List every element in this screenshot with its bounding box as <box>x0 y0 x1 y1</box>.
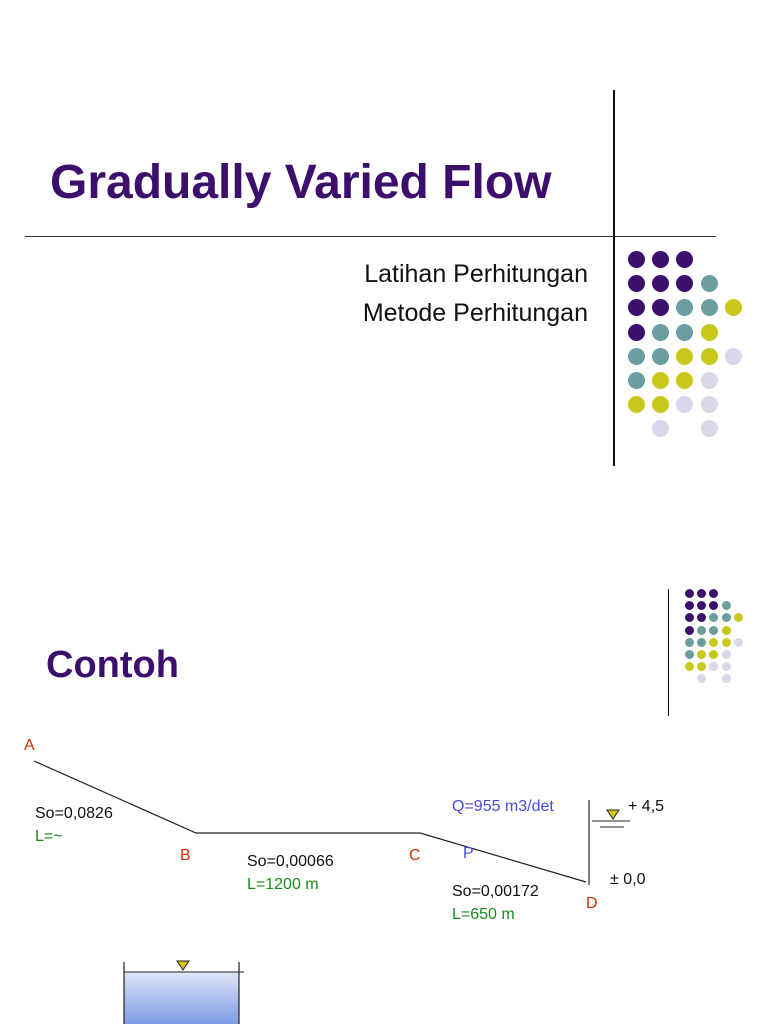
segment-ab-slope: So=0,0826 <box>35 805 113 822</box>
decorative-dot <box>697 625 707 635</box>
vertical-divider <box>613 90 615 466</box>
title-divider <box>25 236 716 237</box>
water-level-top-label: + 4,5 <box>628 798 665 815</box>
channel-bed-line <box>33 760 587 883</box>
decorative-dot <box>697 650 707 659</box>
decorative-dot <box>652 299 670 317</box>
decorative-dot <box>685 637 694 647</box>
water-level-marker-top <box>606 809 620 820</box>
decorative-dot <box>709 662 719 672</box>
decorative-dot <box>697 674 707 684</box>
point-p-label: P <box>463 845 474 862</box>
decorative-dot <box>697 601 707 611</box>
decorative-dot <box>628 372 645 389</box>
slide-title: Gradually Varied Flow <box>50 156 552 209</box>
decorative-dot <box>676 299 694 317</box>
decorative-dot <box>700 299 718 317</box>
decorative-dot <box>652 396 670 414</box>
decorative-dot <box>700 347 718 365</box>
segment-cd-slope: So=0,00172 <box>452 883 539 900</box>
segment-cd-length: L=650 m <box>452 906 515 923</box>
decorative-dot <box>721 662 731 672</box>
decorative-dot <box>676 323 694 341</box>
decorative-dot <box>628 323 645 341</box>
decorative-dot <box>652 275 670 293</box>
point-a-label: A <box>24 737 35 754</box>
decorative-dot <box>721 601 731 611</box>
decorative-dot <box>721 674 731 684</box>
decorative-dot <box>709 637 719 647</box>
discharge-label: Q=955 m3/det <box>452 798 554 815</box>
decorative-dot <box>652 420 670 438</box>
decorative-dot <box>676 275 694 293</box>
decorative-dot <box>676 396 694 414</box>
decorative-dot <box>709 625 719 635</box>
decorative-dot <box>685 625 694 635</box>
water-level-marker-section <box>176 960 190 971</box>
water-level-bottom-label: ± 0,0 <box>610 871 646 888</box>
decorative-dot <box>652 372 670 389</box>
subtitle-line-1: Latihan Perhitungan <box>364 260 588 288</box>
decorative-dot <box>628 275 645 293</box>
decorative-dot <box>709 589 719 598</box>
decorative-dot <box>721 625 731 635</box>
slide-heading: Contoh <box>46 644 179 686</box>
vertical-divider-small <box>668 589 669 716</box>
decorative-dot <box>676 251 694 268</box>
decorative-dot <box>724 347 742 365</box>
point-d-label: D <box>586 895 598 912</box>
decorative-dot <box>685 613 694 623</box>
channel-cross-section-water <box>124 972 239 1024</box>
decorative-dot <box>733 637 743 647</box>
decorative-dot <box>685 589 694 598</box>
decorative-dot <box>733 613 743 623</box>
decorative-dot <box>709 650 719 659</box>
decorative-dot <box>676 347 694 365</box>
decorative-dot <box>700 420 718 438</box>
decorative-dot <box>685 650 694 659</box>
segment-bc-slope: So=0,00066 <box>247 853 334 870</box>
decorative-dot <box>700 275 718 293</box>
decorative-dot <box>721 637 731 647</box>
decorative-dot <box>724 299 742 317</box>
decorative-dot <box>700 323 718 341</box>
decorative-dot <box>709 613 719 623</box>
decorative-dot <box>697 589 707 598</box>
decorative-dot <box>709 601 719 611</box>
decorative-dot <box>628 396 645 414</box>
decorative-dot <box>676 372 694 389</box>
point-b-label: B <box>180 847 191 864</box>
channel-profile-diagram <box>33 760 630 1024</box>
decorative-dot <box>685 601 694 611</box>
decorative-dot <box>685 662 694 672</box>
decorative-dot <box>628 251 645 268</box>
decorative-dot <box>700 396 718 414</box>
decorative-dot <box>721 613 731 623</box>
segment-ab-length: L=~ <box>35 828 63 845</box>
decorative-dot <box>628 347 645 365</box>
decorative-dot <box>697 662 707 672</box>
decorative-dot <box>628 299 645 317</box>
decorative-dot <box>652 347 670 365</box>
point-c-label: C <box>409 847 421 864</box>
decorative-dot <box>652 323 670 341</box>
decorative-dot <box>697 613 707 623</box>
segment-bc-length: L=1200 m <box>247 876 319 893</box>
decorative-dot <box>697 637 707 647</box>
decorative-dot <box>700 372 718 389</box>
decorative-dot <box>652 251 670 268</box>
subtitle-line-2: Metode Perhitungan <box>362 299 588 327</box>
decorative-dot <box>721 650 731 659</box>
